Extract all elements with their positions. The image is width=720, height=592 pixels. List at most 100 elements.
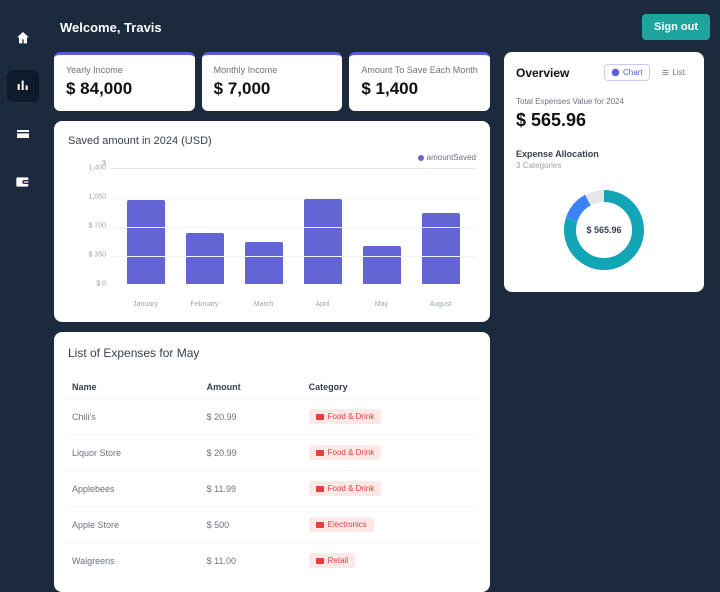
x-label: January bbox=[127, 301, 165, 308]
list-icon bbox=[661, 68, 670, 77]
exp-name: Liquor Store bbox=[68, 435, 203, 471]
stat-row: Yearly Income $ 84,000 Monthly Income $ 7,0… bbox=[54, 52, 490, 111]
home-icon[interactable] bbox=[7, 22, 39, 54]
wallet-icon[interactable] bbox=[7, 166, 39, 198]
allocation-cat: 3 Categories bbox=[516, 161, 692, 170]
x-label: April bbox=[304, 301, 342, 308]
overview-title: Overview bbox=[516, 66, 569, 80]
allocation-title: Expense Allocation bbox=[516, 149, 692, 159]
list-toggle[interactable]: List bbox=[654, 64, 692, 81]
category-pill: Electronics bbox=[309, 517, 374, 532]
x-labels: January February March April May August bbox=[110, 301, 476, 308]
stat-label: Yearly Income bbox=[66, 65, 183, 75]
overview-sub: Total Expenses Value for 2024 bbox=[516, 97, 692, 106]
table-row: Liquor Store$ 20.99 Food & Drink bbox=[68, 435, 476, 471]
expenses-title: List of Expenses for May bbox=[68, 346, 476, 360]
signout-button[interactable]: Sign out bbox=[642, 14, 710, 40]
col-category: Category bbox=[305, 376, 476, 399]
stat-value: $ 7,000 bbox=[214, 79, 331, 99]
stat-card: Monthly Income $ 7,000 bbox=[202, 52, 343, 111]
topbar: Welcome, Travis Sign out bbox=[50, 14, 710, 40]
stat-card: Yearly Income $ 84,000 bbox=[54, 52, 195, 111]
donut-chart: $ 565.96 bbox=[560, 186, 648, 274]
donut-wrap: $ 565.96 bbox=[516, 180, 692, 280]
exp-cat: Food & Drink bbox=[305, 399, 476, 435]
exp-cat: Food & Drink bbox=[305, 435, 476, 471]
expenses-card: List of Expenses for May Name Amount Cat… bbox=[54, 332, 490, 592]
y-tick: 1,400 bbox=[88, 165, 106, 172]
left-column: Yearly Income $ 84,000 Monthly Income $ 7,0… bbox=[54, 52, 490, 592]
view-toggle: Chart List bbox=[604, 64, 692, 81]
table-row: Walgreens$ 11.00 Retail bbox=[68, 543, 476, 579]
y-tick: $ 700 bbox=[88, 223, 106, 230]
bars bbox=[110, 168, 476, 284]
card-mini-icon bbox=[316, 522, 324, 528]
card-mini-icon bbox=[316, 486, 324, 492]
bar bbox=[127, 200, 165, 284]
chart-toggle[interactable]: Chart bbox=[604, 64, 650, 81]
pie-icon bbox=[611, 68, 620, 77]
exp-amount: $ 11.00 bbox=[203, 543, 305, 579]
card-mini-icon bbox=[316, 450, 324, 456]
chart-card: Saved amount in 2024 (USD) amountSaved $… bbox=[54, 121, 490, 322]
bar bbox=[304, 199, 342, 284]
exp-name: Applebees bbox=[68, 471, 203, 507]
overview-header: Overview Chart List bbox=[516, 64, 692, 81]
exp-cat: Electronics bbox=[305, 507, 476, 543]
y-axis: $ 1,4001,050$ 700$ 350$ 0 bbox=[68, 168, 108, 284]
stat-value: $ 84,000 bbox=[66, 79, 183, 99]
expenses-table: Name Amount Category Chili's$ 20.99 Food … bbox=[68, 376, 476, 578]
x-label: May bbox=[363, 301, 401, 308]
list-toggle-label: List bbox=[673, 68, 685, 77]
x-label: August bbox=[422, 301, 460, 308]
analytics-icon[interactable] bbox=[7, 70, 39, 102]
stat-value: $ 1,400 bbox=[361, 79, 478, 99]
table-row: Apple Store$ 500 Electronics bbox=[68, 507, 476, 543]
welcome-text: Welcome, Travis bbox=[60, 20, 162, 35]
donut-center: $ 565.96 bbox=[586, 225, 621, 235]
sidebar bbox=[0, 0, 46, 540]
exp-cat: Food & Drink bbox=[305, 471, 476, 507]
stat-card: Amount To Save Each Month $ 1,400 bbox=[349, 52, 490, 111]
col-amount: Amount bbox=[203, 376, 305, 399]
card-mini-icon bbox=[316, 558, 324, 564]
exp-amount: $ 11.99 bbox=[203, 471, 305, 507]
col-name: Name bbox=[68, 376, 203, 399]
bar bbox=[422, 213, 460, 284]
table-row: Chili's$ 20.99 Food & Drink bbox=[68, 399, 476, 435]
overview-card: Overview Chart List Total Expenses Value… bbox=[504, 52, 704, 292]
y-tick: $ 0 bbox=[96, 281, 106, 288]
table-row: Applebees$ 11.99 Food & Drink bbox=[68, 471, 476, 507]
chart-area: $ 1,4001,050$ 700$ 350$ 0 JanuaryFebruar… bbox=[68, 168, 476, 308]
stat-label: Monthly Income bbox=[214, 65, 331, 75]
exp-amount: $ 20.99 bbox=[203, 435, 305, 471]
bar bbox=[363, 246, 401, 284]
exp-name: Walgreens bbox=[68, 543, 203, 579]
exp-amount: $ 20.99 bbox=[203, 399, 305, 435]
exp-cat: Retail bbox=[305, 543, 476, 579]
bar bbox=[245, 242, 283, 284]
card-mini-icon bbox=[316, 414, 324, 420]
chart-title: Saved amount in 2024 (USD) bbox=[68, 135, 476, 147]
category-pill: Food & Drink bbox=[309, 445, 382, 460]
category-pill: Retail bbox=[309, 553, 355, 568]
legend-dot-icon bbox=[418, 155, 424, 161]
y-tick: 1,050 bbox=[88, 194, 106, 201]
chart-legend: amountSaved bbox=[68, 153, 476, 162]
y-tick: $ 350 bbox=[88, 252, 106, 259]
legend-label: amountSaved bbox=[427, 153, 476, 162]
card-icon[interactable] bbox=[7, 118, 39, 150]
stat-label: Amount To Save Each Month bbox=[361, 65, 478, 75]
chart-toggle-label: Chart bbox=[623, 68, 643, 77]
category-pill: Food & Drink bbox=[309, 409, 382, 424]
overview-value: $ 565.96 bbox=[516, 110, 692, 131]
plot bbox=[110, 168, 476, 284]
right-column: Overview Chart List Total Expenses Value… bbox=[504, 52, 704, 592]
category-pill: Food & Drink bbox=[309, 481, 382, 496]
x-label: March bbox=[245, 301, 283, 308]
x-label: February bbox=[186, 301, 224, 308]
exp-name: Chili's bbox=[68, 399, 203, 435]
exp-name: Apple Store bbox=[68, 507, 203, 543]
exp-amount: $ 500 bbox=[203, 507, 305, 543]
main: Welcome, Travis Sign out Yearly Income $ … bbox=[46, 0, 720, 540]
